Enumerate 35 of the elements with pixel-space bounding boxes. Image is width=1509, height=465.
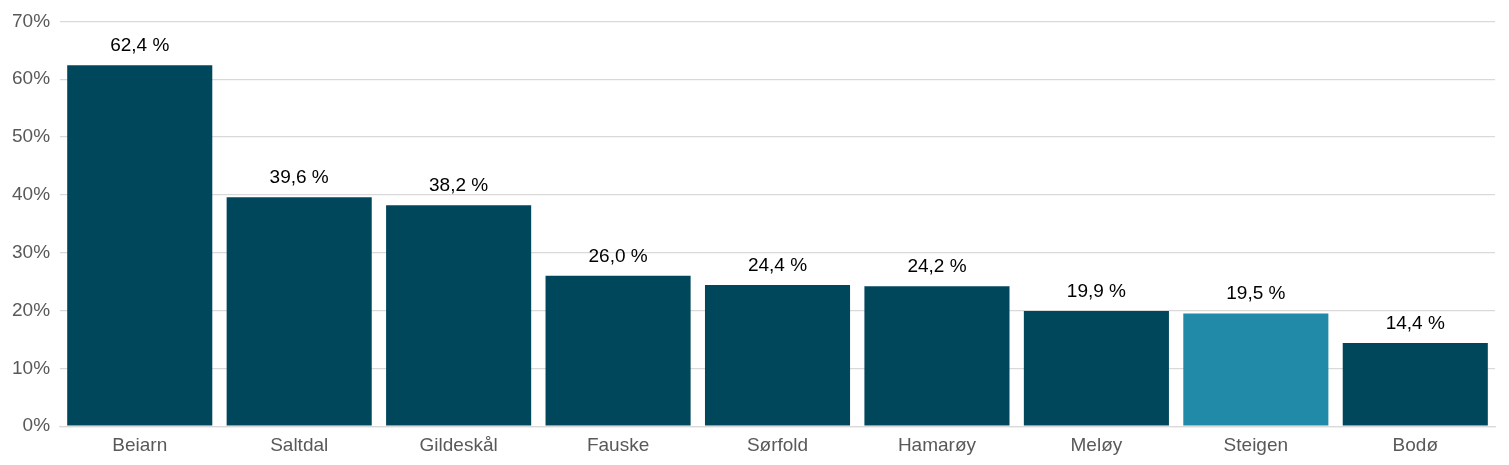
bar xyxy=(1183,313,1329,426)
data-label: 62,4 % xyxy=(110,34,170,56)
data-label: 26,0 % xyxy=(588,244,648,266)
y-tick-label: 60% xyxy=(12,67,51,89)
bar xyxy=(1023,311,1169,426)
x-tick-label: Saltdal xyxy=(270,433,329,455)
data-label: 24,2 % xyxy=(907,254,967,276)
data-label: 14,4 % xyxy=(1385,311,1445,333)
bar xyxy=(704,285,851,426)
bar xyxy=(864,286,1010,426)
x-tick-label: Bodø xyxy=(1392,433,1439,455)
y-tick-label: 20% xyxy=(12,298,51,320)
y-tick-label: 40% xyxy=(12,183,51,205)
y-tick-label: 10% xyxy=(12,356,51,378)
data-label: 38,2 % xyxy=(429,174,489,196)
data-label: 19,9 % xyxy=(1066,279,1127,301)
x-tick-label: Beiarn xyxy=(112,433,168,455)
data-label: 39,6 % xyxy=(269,165,329,187)
bar xyxy=(226,197,372,426)
data-label: 19,5 % xyxy=(1226,282,1286,304)
y-tick-label: 0% xyxy=(22,414,51,436)
x-tick-label: Meløy xyxy=(1070,433,1123,455)
bar xyxy=(1342,342,1488,426)
x-tick-label: Gildeskål xyxy=(419,433,498,455)
x-tick-label: Hamarøy xyxy=(897,433,977,455)
x-tick-label: Steigen xyxy=(1223,433,1289,455)
data-label: 24,4 % xyxy=(747,253,808,275)
bar xyxy=(67,65,213,426)
y-tick-label: 30% xyxy=(12,240,51,262)
x-tick-label: Sørfold xyxy=(746,433,809,455)
x-tick-label: Fauske xyxy=(586,433,650,455)
bar xyxy=(545,275,691,426)
bar xyxy=(386,205,532,426)
y-tick-label: 70% xyxy=(12,9,51,31)
y-tick-label: 50% xyxy=(12,125,51,147)
